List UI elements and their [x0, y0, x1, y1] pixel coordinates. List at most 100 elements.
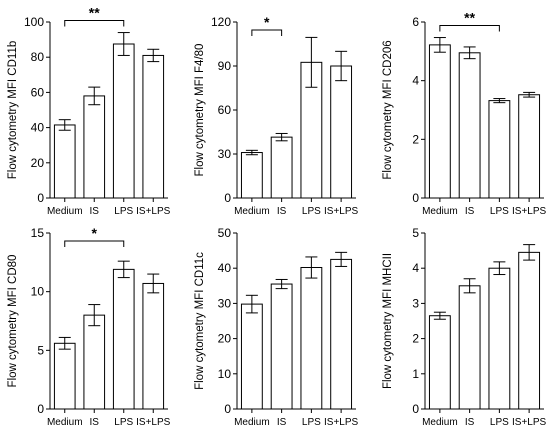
bar — [142, 54, 165, 199]
error-bar — [275, 278, 288, 290]
error-bar — [245, 294, 258, 314]
error-bar — [493, 261, 506, 276]
y-tick-label: 0 — [412, 402, 419, 416]
bar — [428, 44, 451, 199]
y-tick-label: 50 — [218, 226, 232, 240]
error-bar — [88, 304, 101, 327]
x-tick-label: Medium — [422, 417, 458, 426]
y-tick-label: 120 — [211, 15, 231, 29]
chart-panel-1: 0 20 40 60 80 100 Flow cytometry MFI CD11b Medi… — [7, 5, 171, 217]
significance-bracket — [64, 20, 125, 27]
significance-bracket — [64, 240, 125, 247]
significance-bracket — [251, 29, 283, 36]
x-tick-label: IS+LPS — [136, 417, 171, 426]
bar — [428, 315, 451, 410]
y-axis-label: Flow cytometry MFI MHCII — [382, 253, 394, 389]
bar — [240, 303, 263, 410]
error-bar — [493, 98, 506, 104]
y-tick-label: 3 — [412, 296, 419, 310]
bar — [240, 152, 263, 199]
bar — [270, 136, 293, 199]
bar — [53, 342, 76, 410]
error-bar — [463, 46, 476, 60]
y-axis-label: Flow cytometry MFI F4/80 — [194, 44, 206, 177]
chart-panel-4: 0 5 10 15 Flow cytometry MFI CD80 Medium IS LPS… — [7, 225, 171, 426]
significance-label: * — [92, 225, 98, 241]
y-tick-label: 5 — [412, 226, 419, 240]
y-tick-label: 30 — [218, 147, 232, 161]
y-tick-label: 40 — [31, 121, 45, 135]
error-bar — [305, 256, 318, 279]
chart-panel-5: 0 10 20 30 40 50 Flow cytometry MFI CD11c Mediu… — [194, 226, 359, 426]
bar — [300, 266, 323, 410]
x-tick-label: LPS — [114, 206, 133, 217]
x-tick-label: IS — [465, 417, 475, 426]
error-bar — [433, 311, 446, 320]
y-tick-label: 2 — [412, 132, 419, 146]
x-tick-label: LPS — [114, 417, 133, 426]
y-tick-label: 4 — [412, 261, 419, 275]
y-tick-label: 4 — [412, 74, 419, 88]
x-tick-label: LPS — [302, 206, 321, 217]
x-tick-label: IS — [465, 206, 475, 217]
bar — [330, 65, 353, 199]
error-bar — [58, 336, 71, 350]
chart-panel-3: 0 2 4 6 Flow cytometry MFI CD206 Medium IS LPS I… — [382, 10, 547, 217]
error-bar — [58, 119, 71, 131]
y-tick-label: 6 — [412, 15, 419, 29]
bar — [83, 95, 106, 199]
bar — [142, 282, 165, 410]
error-bar — [147, 48, 160, 63]
error-bar — [523, 244, 536, 261]
significance-label: ** — [464, 10, 475, 26]
y-tick-label: 20 — [218, 332, 232, 346]
x-tick-label: Medium — [422, 206, 458, 217]
y-tick-label: 0 — [412, 191, 419, 205]
bar — [518, 94, 541, 199]
error-bar — [523, 91, 536, 98]
y-tick-label: 80 — [31, 50, 45, 64]
bar — [270, 283, 293, 410]
significance-bracket — [439, 25, 500, 32]
error-bar — [463, 278, 476, 294]
y-tick-label: 15 — [31, 226, 45, 240]
significance-label: * — [264, 14, 270, 30]
y-tick-label: 2 — [412, 332, 419, 346]
y-tick-label: 20 — [31, 156, 45, 170]
y-tick-label: 10 — [218, 367, 232, 381]
y-axis-label: Flow cytometry MFI CD80 — [7, 255, 19, 388]
bar — [458, 52, 481, 199]
x-tick-label: IS+LPS — [324, 417, 359, 426]
y-tick-label: 30 — [218, 296, 232, 310]
bar — [112, 43, 135, 199]
bar — [458, 285, 481, 410]
y-tick-label: 60 — [31, 85, 45, 99]
error-bar — [335, 50, 348, 82]
y-axis-label: Flow cytometry MFI CD11c — [194, 252, 206, 390]
x-tick-label: IS — [277, 206, 287, 217]
chart-panel-2: 0 30 60 90 120 Flow cytometry MFI F4/80 Medium… — [194, 14, 359, 217]
error-bar — [117, 32, 130, 56]
x-tick-label: LPS — [302, 417, 321, 426]
y-tick-label: 60 — [218, 103, 232, 117]
y-tick-label: 0 — [37, 402, 44, 416]
bar — [83, 314, 106, 410]
bar — [518, 251, 541, 410]
y-tick-label: 5 — [37, 343, 44, 357]
error-bar — [147, 273, 160, 294]
x-tick-label: LPS — [490, 417, 509, 426]
x-tick-label: IS+LPS — [512, 417, 547, 426]
error-bar — [245, 149, 258, 156]
y-tick-label: 1 — [412, 367, 419, 381]
x-tick-label: Medium — [47, 206, 83, 217]
y-tick-label: 0 — [224, 191, 231, 205]
significance-label: ** — [89, 5, 100, 21]
x-tick-label: IS — [90, 417, 100, 426]
x-tick-label: IS+LPS — [512, 206, 547, 217]
error-bar — [117, 260, 130, 279]
x-tick-label: Medium — [234, 206, 270, 217]
x-tick-label: IS — [277, 417, 287, 426]
error-bar — [305, 36, 318, 88]
bar — [488, 267, 511, 410]
